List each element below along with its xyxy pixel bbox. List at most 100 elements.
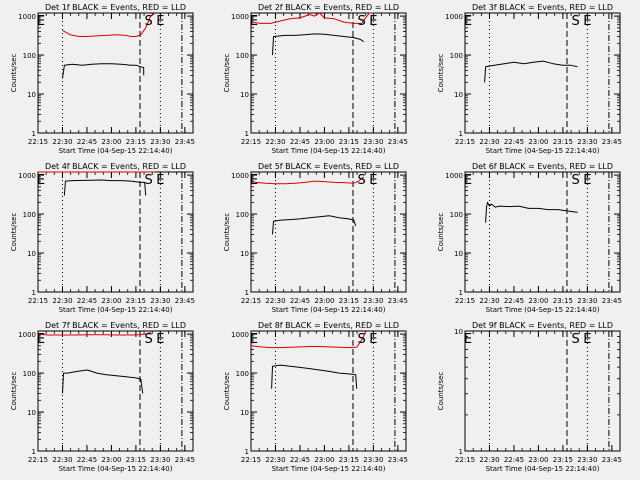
x-tick-label: 22:30	[265, 456, 285, 464]
phase-marker-label: S	[357, 173, 365, 188]
events-series-line	[62, 63, 145, 79]
x-axis-label: Start Time (04-Sep-15 22:14:40)	[486, 147, 600, 155]
phase-marker-label: E	[156, 14, 164, 29]
x-tick-label: 22:30	[52, 138, 72, 146]
y-tick-label: 1	[245, 289, 249, 297]
panel-title: Det 6f BLACK = Events, RED = LLD	[472, 162, 613, 171]
plot-frame	[37, 171, 194, 293]
phase-marker-label: E	[464, 173, 472, 188]
y-tick-label: 1000	[18, 172, 36, 180]
x-tick-label: 22:15	[28, 138, 48, 146]
detector-panel-3f: Det 3f BLACK = Events, RED = LLD 1 10 100 10…	[437, 3, 622, 155]
x-tick-label: 23:15	[553, 297, 573, 305]
y-tick-label: 10	[454, 250, 463, 258]
x-tick-label: 22:45	[290, 297, 310, 305]
y-tick-label: 1	[459, 289, 463, 297]
x-tick-label: 23:45	[602, 297, 622, 305]
events-series-line	[62, 369, 144, 394]
x-tick-label: 22:15	[28, 297, 48, 305]
x-tick-label: 23:45	[388, 297, 408, 305]
x-tick-label: 22:30	[52, 297, 72, 305]
panel-title: Det 1f BLACK = Events, RED = LLD	[45, 3, 186, 12]
events-series-line	[63, 179, 147, 196]
plot-frame	[37, 12, 194, 134]
detector-panel-2f: Det 2f BLACK = Events, RED = LLD 1 10 100 10…	[223, 3, 408, 155]
x-tick-label: 22:30	[479, 297, 499, 305]
y-tick-label: 1	[459, 448, 463, 456]
x-axis-label: Start Time (04-Sep-15 22:14:40)	[59, 306, 173, 314]
x-tick-label: 23:15	[126, 297, 146, 305]
x-tick-label: 23:30	[577, 456, 597, 464]
x-tick-label: 23:45	[175, 138, 195, 146]
y-tick-label: 10	[240, 250, 249, 258]
detector-panel-6f: Det 6f BLACK = Events, RED = LLD 1 10 100 10…	[437, 162, 622, 314]
y-axis-label: Counts/sec	[437, 213, 445, 252]
plot-frame	[250, 12, 407, 134]
panel-title: Det 3f BLACK = Events, RED = LLD	[472, 3, 613, 12]
x-axis-label: Start Time (04-Sep-15 22:14:40)	[486, 306, 600, 314]
events-series-line	[271, 364, 358, 389]
detector-panel-4f: Det 4f BLACK = Events, RED = LLD 1 10 100 10…	[10, 162, 195, 314]
x-tick-label: 23:30	[577, 297, 597, 305]
x-tick-label: 23:00	[528, 297, 548, 305]
events-series-line	[485, 201, 578, 223]
x-tick-label: 22:30	[52, 456, 72, 464]
lld-series-line	[62, 12, 156, 37]
x-tick-label: 23:15	[339, 297, 359, 305]
x-tick-label: 22:15	[241, 297, 261, 305]
y-tick-label: 1	[459, 130, 463, 138]
x-tick-label: 23:00	[101, 456, 121, 464]
x-axis-label: Start Time (04-Sep-15 22:14:40)	[486, 465, 600, 473]
phase-marker-label: E	[369, 173, 377, 188]
x-tick-label: 23:45	[388, 138, 408, 146]
phase-marker-label: E	[583, 14, 591, 29]
x-tick-label: 23:00	[528, 138, 548, 146]
x-tick-label: 22:30	[479, 456, 499, 464]
x-tick-label: 23:00	[101, 138, 121, 146]
phase-marker-label: E	[250, 14, 258, 29]
phase-marker-label: E	[250, 332, 258, 347]
x-tick-label: 22:45	[290, 138, 310, 146]
lld-series-line	[250, 12, 374, 24]
x-tick-label: 23:15	[339, 138, 359, 146]
events-series-line	[272, 215, 357, 235]
x-tick-label: 23:30	[577, 138, 597, 146]
y-tick-label: 100	[450, 211, 463, 219]
x-tick-label: 23:45	[388, 456, 408, 464]
panel-title: Det 5f BLACK = Events, RED = LLD	[258, 162, 399, 171]
plot-frame	[464, 171, 621, 293]
x-tick-label: 22:45	[504, 138, 524, 146]
plot-frame	[250, 171, 407, 293]
x-tick-label: 22:45	[504, 297, 524, 305]
x-tick-label: 23:45	[602, 456, 622, 464]
y-tick-label: 100	[450, 52, 463, 60]
x-tick-label: 22:30	[265, 297, 285, 305]
detector-panel-9f: Det 9f BLACK = Events, RED = LLD 1 10 22:15…	[437, 321, 622, 473]
x-tick-label: 22:15	[241, 456, 261, 464]
y-tick-label: 10	[27, 250, 36, 258]
phase-marker-label: S	[144, 173, 152, 188]
x-tick-label: 22:15	[28, 456, 48, 464]
x-tick-label: 23:30	[150, 456, 170, 464]
y-axis-label: Counts/sec	[437, 372, 445, 411]
lld-series-line	[37, 332, 151, 336]
y-tick-label: 100	[23, 52, 36, 60]
x-tick-label: 23:30	[150, 297, 170, 305]
x-tick-label: 22:45	[77, 297, 97, 305]
x-tick-label: 22:15	[455, 456, 475, 464]
x-tick-label: 23:15	[339, 456, 359, 464]
y-tick-label: 1000	[18, 331, 36, 339]
detector-panel-7f: Det 7f BLACK = Events, RED = LLD 1 10 100 10…	[10, 321, 195, 473]
x-tick-label: 22:45	[290, 456, 310, 464]
phase-marker-label: S	[144, 332, 152, 347]
y-tick-label: 10	[27, 91, 36, 99]
x-tick-label: 23:30	[150, 138, 170, 146]
phase-marker-label: E	[464, 14, 472, 29]
y-tick-label: 100	[23, 211, 36, 219]
y-tick-label: 10	[454, 91, 463, 99]
x-tick-label: 23:45	[602, 138, 622, 146]
y-tick-label: 100	[236, 52, 249, 60]
x-tick-label: 22:15	[455, 297, 475, 305]
panel-title: Det 9f BLACK = Events, RED = LLD	[472, 321, 613, 330]
